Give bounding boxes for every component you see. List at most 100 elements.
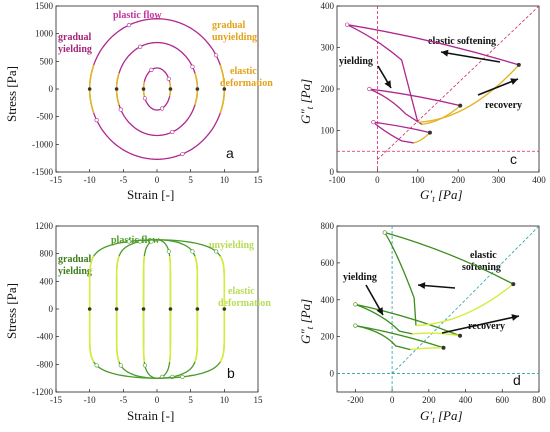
loop-marker — [94, 117, 99, 123]
loop-star-marker — [114, 87, 119, 91]
loop-marker — [166, 249, 171, 254]
y-tick-label: 1500 — [35, 1, 54, 11]
panel-c-xlabel: G′t [Pa] — [420, 187, 463, 204]
panel-b-annotation-elastic-deformation: elastic deformation — [218, 286, 271, 309]
trajectory-softening-branch-medium — [369, 88, 461, 107]
loop-marker — [118, 107, 123, 112]
trajectory-yield-branch-large — [384, 232, 417, 326]
trajectory-star-marker — [458, 103, 463, 108]
y-tick-label: 100 — [321, 126, 335, 136]
x-tick-label: -10 — [84, 395, 96, 405]
panel-c-arrow-elastic-softening-head — [441, 49, 449, 57]
x-tick-label: 15 — [254, 175, 264, 185]
x-tick-label: -5 — [120, 175, 128, 185]
trajectory-recovery-branch-small — [413, 132, 431, 144]
panel-a-annotation-elastic-deformation: elastic deformation — [220, 66, 273, 89]
trajectory-star-marker — [441, 345, 446, 350]
loop-star-marker — [222, 307, 227, 311]
loop-marker — [142, 363, 148, 368]
panel-a-annotation-gradual-yielding: gradual yielding — [58, 32, 92, 55]
y-tick-label: -1200 — [32, 387, 53, 397]
x-tick-label: -10 — [84, 175, 96, 185]
loop-marker — [126, 23, 132, 28]
y-tick-label: 400 — [40, 276, 54, 286]
panel-a-annotation-plastic-flow: plastic flow — [113, 10, 162, 21]
trajectory-start-marker — [353, 302, 358, 307]
panel-a: Strain [-] Stress [Pa] a plastic flow gr… — [4, 1, 273, 202]
x-tick-label: -200 — [347, 395, 364, 405]
loop-marker — [138, 44, 143, 49]
y-tick-label: 1200 — [35, 221, 54, 231]
y-tick-label: 0 — [330, 369, 335, 379]
panel-d-arrow-recovery-shaft — [441, 315, 520, 334]
loop-star-marker — [195, 87, 200, 91]
y-tick-label: 300 — [321, 43, 335, 53]
y-tick-label: -500 — [37, 112, 54, 122]
loop-star-marker — [168, 307, 173, 311]
y-tick-label: -1500 — [32, 167, 53, 177]
panel-c-arrow-elastic-softening-shaft — [440, 51, 501, 63]
x-tick-label: 400 — [459, 395, 473, 405]
loop-marker — [126, 239, 132, 244]
panel-c-annotation-recovery: recovery — [485, 100, 522, 111]
trajectory-start-marker — [353, 323, 358, 328]
trajectory-softening-branch-small — [355, 324, 444, 349]
trajectory-recovery-branch-large — [417, 64, 520, 123]
panel-d-annotation-elastic-softening: elastic softening — [462, 250, 501, 273]
loop-marker — [190, 64, 195, 69]
panel-c-annotation-elastic-softening: elastic softening — [428, 36, 496, 47]
loop-star-marker — [222, 87, 227, 91]
y-tick-label: 200 — [321, 332, 335, 342]
x-tick-label: 800 — [532, 395, 546, 405]
loop-series-1 — [142, 239, 172, 379]
x-tick-label: 600 — [496, 395, 510, 405]
panel-b-annotation-unyielding: unyielding — [209, 240, 254, 251]
trajectory-recovery-branch-large — [415, 283, 514, 327]
y-tick-label: 200 — [321, 84, 335, 94]
panel-c-arrow-yielding-head — [384, 80, 391, 88]
loop-star-marker — [87, 87, 92, 91]
x-tick-label: 5 — [188, 395, 193, 405]
trajectory-yield-branch-small — [372, 121, 414, 144]
trajectory-star-marker — [516, 62, 521, 67]
trajectory-softening-branch-medium — [355, 303, 461, 337]
y-tick-label: 600 — [321, 258, 335, 268]
loop-marker — [94, 363, 99, 368]
y-tick-label: 1000 — [35, 29, 54, 39]
loop-marker — [213, 249, 219, 254]
x-tick-label: -15 — [50, 395, 62, 405]
loop-series-3 — [89, 18, 225, 160]
panel-c-ylabel: G″t [Pa] — [298, 79, 315, 124]
panel-c-arrow-recovery-shaft — [477, 78, 519, 96]
loop-marker — [213, 53, 219, 58]
panel-b-label: b — [227, 365, 235, 381]
x-tick-label: 10 — [220, 395, 230, 405]
x-tick-label: -100 — [329, 175, 346, 185]
trajectory-star-marker — [458, 333, 463, 338]
y-tick-label: 400 — [321, 1, 335, 11]
loop-star-marker — [195, 307, 200, 311]
y-tick-label: -1000 — [32, 139, 53, 149]
trajectory-softening-branch-small — [373, 121, 431, 134]
trajectory-yield-branch-medium — [369, 88, 423, 125]
panel-a-xlabel: Strain [-] — [127, 187, 174, 202]
loop-star-marker — [141, 87, 146, 91]
x-tick-label: -15 — [50, 175, 62, 185]
panel-d-arrow-elastic-softening-head — [418, 282, 426, 290]
x-tick-label: 0 — [155, 395, 160, 405]
x-tick-label: 0 — [390, 395, 395, 405]
loop-marker — [190, 249, 195, 254]
trajectory-star-marker — [511, 282, 516, 287]
panel-a-label: a — [226, 145, 234, 161]
x-tick-label: 100 — [411, 175, 425, 185]
trajectory-start-marker — [371, 120, 376, 125]
trajectory-start-marker — [345, 22, 350, 27]
panel-d-frame — [336, 225, 540, 393]
loop-marker — [180, 151, 185, 157]
panel-a-annotation-gradual-unyielding: gradual unyielding — [212, 20, 257, 43]
panel-b-annotation-gradual-yielding: gradual yielding — [58, 254, 92, 277]
trajectory-recovery-branch-medium — [412, 332, 461, 337]
loop-star-marker — [141, 307, 146, 311]
